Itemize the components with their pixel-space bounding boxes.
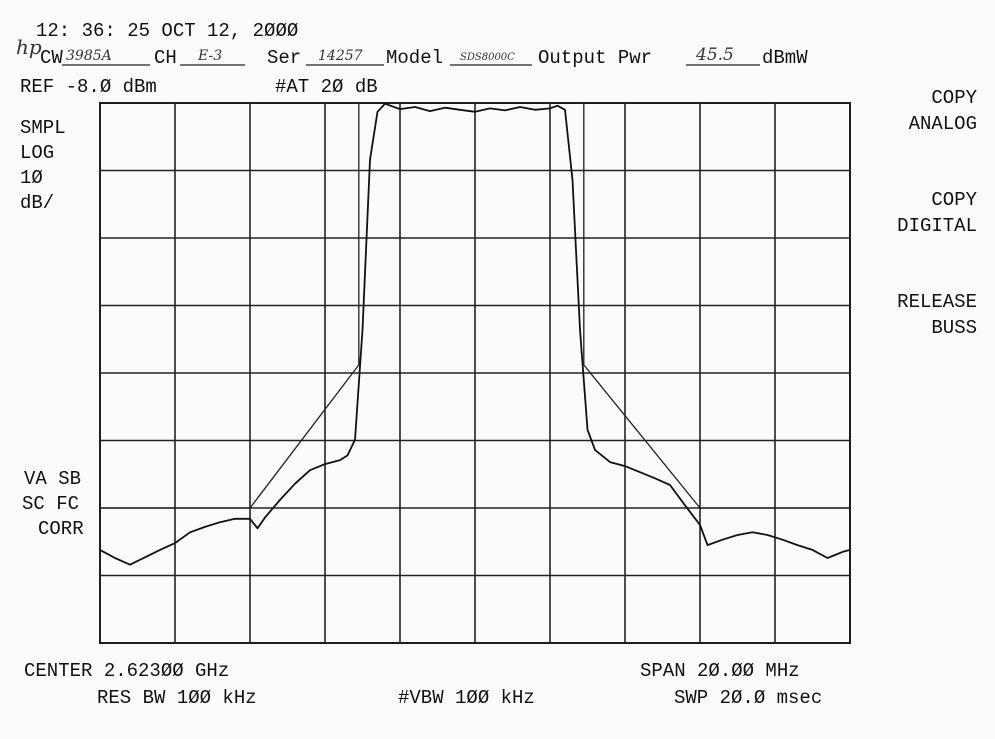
- trace: [99, 102, 851, 566]
- output-unit: dBmW: [762, 47, 808, 69]
- ser-value: 14257: [318, 48, 363, 64]
- logo: hp: [16, 35, 42, 59]
- ch-value: E-3: [197, 48, 222, 64]
- span: SPAN 2Ø.ØØ MHz: [640, 660, 800, 682]
- timestamp: 12: 36: 25 OCT 12, 2ØØØ: [36, 20, 298, 42]
- output-value: 45.5: [695, 45, 734, 65]
- correction-label: SC FC: [22, 493, 79, 515]
- ref-level: REF -8.Ø dBm: [20, 76, 157, 98]
- model-value: SDS8000C: [460, 52, 515, 63]
- sweep: SWP 2Ø.Ø msec: [674, 687, 822, 709]
- softkey-label: DIGITAL: [897, 215, 977, 237]
- mode-label: 1Ø: [20, 167, 43, 189]
- cw-value: 3985A: [66, 48, 112, 64]
- ch-label: CH: [154, 47, 177, 69]
- softkey-label: BUSS: [931, 317, 977, 339]
- rbw: RES BW 1ØØ kHz: [97, 687, 257, 709]
- softkey-label: COPY: [931, 87, 977, 109]
- mode-label: dB/: [20, 192, 54, 214]
- output-label: Output Pwr: [538, 47, 652, 69]
- vbw: #VBW 1ØØ kHz: [398, 687, 535, 709]
- cw-label: CW: [40, 47, 63, 69]
- mode-label: SMPL: [20, 117, 66, 139]
- model-label: Model: [386, 47, 443, 69]
- correction-label: VA SB: [24, 468, 81, 490]
- softkey-label: RELEASE: [897, 291, 977, 313]
- correction-label: CORR: [38, 518, 84, 540]
- footer: CENTER 2.623ØØ GHz SPAN 2Ø.ØØ MHz RES BW…: [24, 660, 822, 709]
- center-freq: CENTER 2.623ØØ GHz: [24, 660, 229, 682]
- softkey-label: COPY: [931, 189, 977, 211]
- limit-line: [100, 103, 850, 509]
- header: hp 12: 36: 25 OCT 12, 2ØØØ CW 3985A CH E…: [16, 20, 808, 98]
- attenuation: #AT 2Ø dB: [275, 76, 378, 98]
- softkey-label: ANALOG: [909, 113, 977, 135]
- ser-label: Ser: [267, 47, 301, 69]
- mode-label: LOG: [20, 142, 54, 164]
